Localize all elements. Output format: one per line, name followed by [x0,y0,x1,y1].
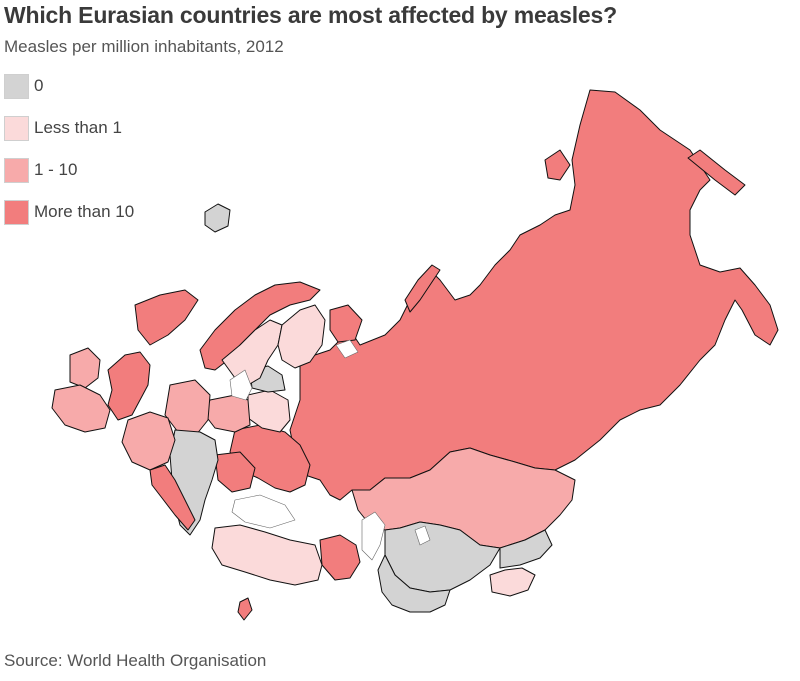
region-spain[interactable] [52,385,110,432]
black-sea [232,495,295,528]
region-germany[interactable] [165,380,210,435]
region-cyprus[interactable] [238,598,252,620]
region-russia[interactable] [290,90,778,500]
region-kyrgyzstan[interactable] [490,568,535,596]
region-russia-kola[interactable] [330,305,362,342]
region-uk[interactable] [108,352,150,420]
region-russia-severnaya[interactable] [545,150,570,180]
region-poland[interactable] [205,395,250,432]
region-ireland[interactable] [70,348,100,388]
region-iceland[interactable] [205,204,230,232]
region-france[interactable] [122,412,175,470]
source-note: Source: World Health Organisation [4,651,266,671]
region-norway-svalbard[interactable] [135,290,198,345]
region-georgia[interactable] [320,535,360,580]
region-turkey[interactable] [212,525,322,585]
